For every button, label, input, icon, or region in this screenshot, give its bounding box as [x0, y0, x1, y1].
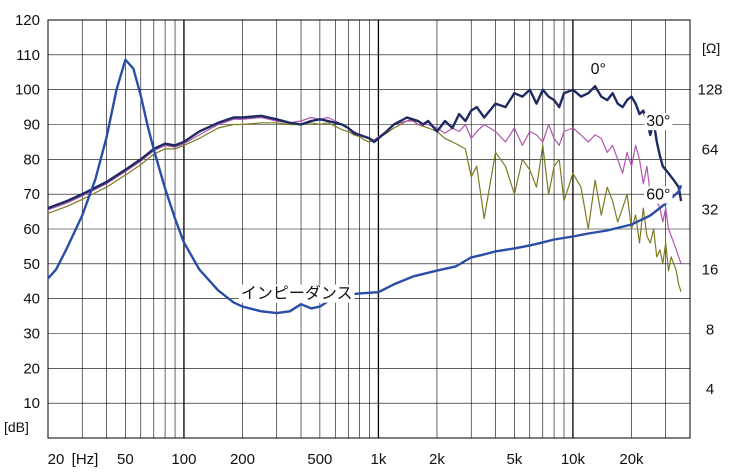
series-line-impedance — [47, 58, 683, 315]
y-right-tick-label: 64 — [702, 142, 719, 159]
x-tick-label: 500 — [307, 451, 332, 468]
x-tick-label: 50 — [117, 451, 134, 468]
annotation-label: 60° — [646, 186, 670, 203]
series-layer — [47, 58, 683, 315]
annotation-label: 0° — [591, 61, 606, 78]
y-left-tick-label: 10 — [23, 395, 40, 412]
y-right-tick-label: 4 — [706, 381, 714, 398]
x-tick-label: [Hz] — [72, 451, 99, 468]
y-left-tick-label: 40 — [23, 291, 40, 308]
y-left-tick-label: 30 — [23, 326, 40, 343]
y-right-tick-label: 128 — [697, 82, 722, 99]
y-axis-left-ticks: 120 110 100 90 80 70 60 50 40 30 20 10 — [15, 12, 40, 412]
x-tick-label: 200 — [230, 451, 255, 468]
x-tick-label: 1k — [371, 451, 387, 468]
y-left-tick-label: 60 — [23, 221, 40, 238]
x-tick-label: 5k — [506, 451, 522, 468]
y-right-tick-label: 32 — [702, 201, 719, 218]
series-line-60deg — [47, 118, 682, 292]
y-right-tick-label: 8 — [706, 321, 714, 338]
x-tick-label: 2k — [429, 451, 445, 468]
minor-gridlines — [48, 20, 690, 438]
x-tick-label: 20 — [48, 451, 65, 468]
series-line-30deg — [47, 116, 682, 264]
y-left-tick-label: 20 — [23, 360, 40, 377]
y-left-tick-label: 50 — [23, 256, 40, 273]
y-left-tick-label: 90 — [23, 117, 40, 134]
annotation-background — [238, 284, 355, 303]
annotation-background — [644, 186, 673, 204]
plot-area-border — [47, 19, 691, 439]
x-axis-ticks: 20 [Hz] 50 100 200 500 1k 2k 5k 10k 20k — [48, 451, 644, 468]
y-left-tick-label: 70 — [23, 186, 40, 203]
y-axis-right-ticks: 128 64 32 16 8 4 — [697, 82, 722, 399]
annotation-label: インピーダンス — [241, 285, 353, 303]
series-line-0deg — [47, 85, 683, 210]
annotation-label: 30° — [646, 113, 670, 130]
y-axis-right-unit: [Ω] — [702, 40, 720, 56]
y-right-tick-label: 16 — [702, 261, 719, 278]
annotation-background — [644, 113, 673, 131]
x-tick-label: 10k — [561, 451, 586, 468]
annotations: 0° 30° 60° インピーダンス — [238, 61, 673, 303]
y-left-tick-label: 120 — [15, 12, 40, 29]
y-left-tick-label: 100 — [15, 82, 40, 99]
x-tick-label: 100 — [171, 451, 196, 468]
y-left-tick-label: 80 — [23, 151, 40, 168]
x-tick-label: 20k — [619, 451, 644, 468]
y-axis-left-unit: [dB] — [4, 419, 29, 435]
y-left-tick-label: 110 — [16, 47, 40, 64]
